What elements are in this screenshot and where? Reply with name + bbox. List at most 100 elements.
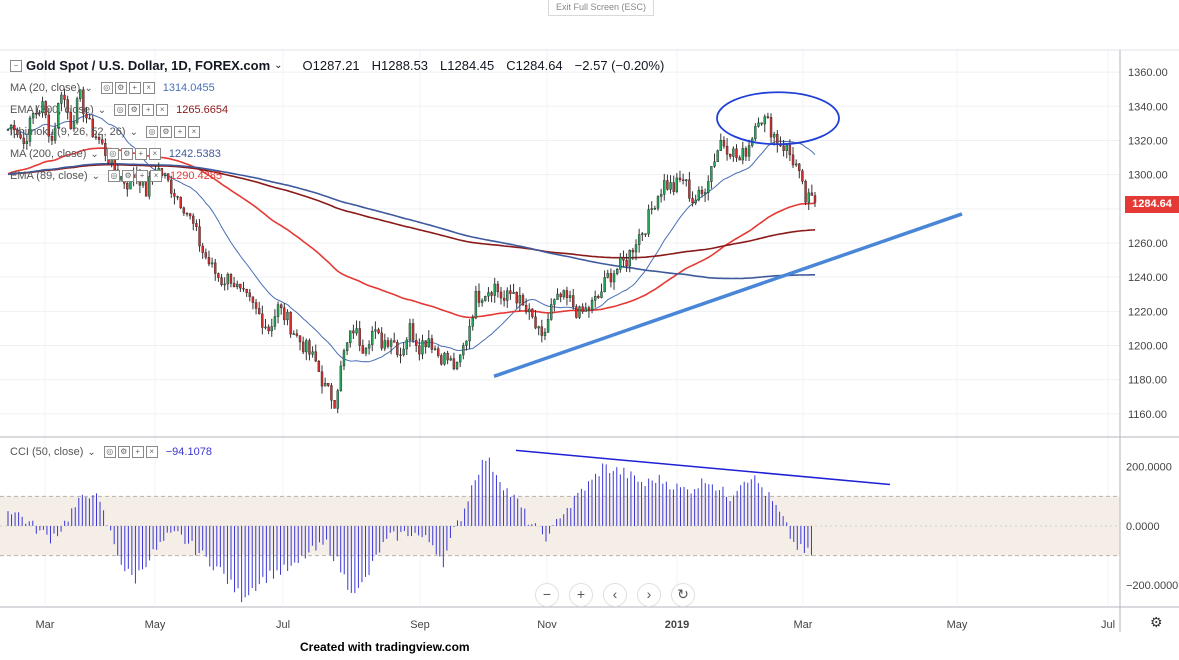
candle-body (286, 311, 289, 321)
candle-body (210, 262, 214, 265)
chevron-down-icon[interactable]: ⌄ (274, 60, 283, 71)
plus-icon[interactable]: + (131, 446, 144, 458)
candle-body (79, 89, 82, 99)
candle-body (91, 118, 94, 137)
plus-icon[interactable]: + (136, 170, 149, 182)
reset-button[interactable]: ↻ (671, 583, 695, 607)
candle-body (612, 273, 616, 283)
candle-body (798, 163, 801, 172)
plus-icon[interactable]: + (134, 148, 147, 160)
candle-body (418, 345, 421, 355)
indicator-value: 1290.4285 (170, 170, 223, 182)
settings-icon[interactable]: ⚙ (128, 104, 141, 116)
candle-body (716, 150, 719, 163)
candle-body (374, 329, 377, 332)
plus-icon[interactable]: + (142, 104, 155, 116)
candle-body (757, 122, 760, 127)
candle-body (289, 311, 292, 335)
settings-icon[interactable]: ⚙ (122, 170, 135, 182)
candle-body (28, 117, 32, 142)
close-icon[interactable]: × (142, 82, 155, 94)
symbol-title[interactable]: Gold Spot / U.S. Dollar, 1D, FOREX.com (26, 58, 271, 73)
candle-body (534, 316, 537, 329)
zoom-in-button[interactable]: + (569, 583, 593, 607)
chevron-down-icon[interactable]: ⌄ (129, 126, 138, 138)
cci-label[interactable]: CCI (50, close) (10, 446, 84, 458)
candle-body (38, 112, 41, 115)
indicator-label[interactable]: MA (20, close) (10, 82, 81, 94)
candle-body (352, 330, 355, 334)
scroll-right-button[interactable]: › (637, 583, 661, 607)
eye-icon[interactable]: ◎ (114, 104, 127, 116)
candle-body (201, 245, 204, 253)
candle-body (242, 287, 245, 290)
candle-body (446, 352, 449, 361)
scroll-left-button[interactable]: ‹ (603, 583, 627, 607)
candle-body (421, 340, 424, 355)
settings-icon[interactable]: ⚙ (159, 126, 172, 138)
chevron-down-icon[interactable]: ⌄ (87, 446, 96, 458)
close-icon[interactable]: × (148, 148, 161, 160)
chevron-down-icon[interactable]: ⌄ (84, 82, 93, 94)
last-price-tag: 1284.64 (1125, 196, 1179, 213)
candle-body (402, 348, 405, 356)
eye-icon[interactable]: ◎ (108, 170, 121, 182)
candle-body (248, 292, 251, 297)
plus-icon[interactable]: + (173, 126, 186, 138)
plus-icon[interactable]: + (128, 82, 141, 94)
candle-body (16, 129, 19, 135)
candle-body (634, 244, 638, 253)
indicator-legend-row: Ichimoku (9, 26, 52, 26) ⌄ ◎ ⚙ + × (10, 126, 208, 138)
candle-body (97, 137, 101, 140)
candle-body (455, 361, 459, 370)
settings-icon[interactable]: ⚙ (114, 82, 127, 94)
candle-body (568, 295, 572, 298)
close-icon[interactable]: × (156, 104, 169, 116)
indicator-label[interactable]: EMA (300, close) (10, 104, 94, 116)
candle-body (101, 139, 104, 144)
axes: 1360.001340.001320.001300.001280.001260.… (0, 49, 1179, 632)
close-icon[interactable]: × (150, 170, 163, 182)
candle-body (628, 250, 631, 267)
candle-body (126, 183, 129, 190)
candle-body (697, 189, 701, 201)
candle-body (339, 365, 343, 391)
candle-body (13, 124, 16, 131)
indicator-label[interactable]: EMA (89, close) (10, 170, 88, 182)
close-icon[interactable]: × (187, 126, 200, 138)
candle-body (625, 260, 628, 267)
close-icon[interactable]: × (145, 446, 158, 458)
candle-body (449, 358, 452, 361)
candle-body (349, 330, 352, 344)
candle-body (490, 292, 493, 296)
indicator-label[interactable]: Ichimoku (9, 26, 52, 26) (10, 126, 126, 138)
candle-body (295, 333, 299, 336)
candle-body (722, 140, 726, 147)
zoom-out-button[interactable]: − (535, 583, 559, 607)
candle-body (198, 226, 201, 247)
settings-icon[interactable]: ⚙ (117, 446, 130, 458)
chevron-down-icon[interactable]: ⌄ (91, 170, 101, 182)
candle-body (204, 252, 208, 258)
gear-icon[interactable]: ⚙ (1150, 614, 1163, 630)
candle-body (581, 306, 584, 312)
eye-icon[interactable]: ◎ (145, 126, 158, 138)
chevron-down-icon[interactable]: ⌄ (90, 148, 99, 160)
annotations (493, 91, 963, 486)
exit-fullscreen-button[interactable]: Exit Full Screen (ESC) (548, 0, 654, 16)
candle-body (383, 340, 387, 349)
chevron-down-icon[interactable]: ⌄ (97, 104, 107, 116)
candle-body (88, 117, 91, 120)
time-tick-label: Sep (410, 619, 430, 631)
price-tick-label: 1360.00 (1128, 67, 1168, 79)
eye-icon[interactable]: ◎ (103, 446, 116, 458)
indicator-label[interactable]: MA (200, close) (10, 148, 87, 160)
settings-icon[interactable]: ⚙ (120, 148, 133, 160)
minus-box-icon[interactable]: − (10, 59, 22, 72)
credit-text: Created with tradingview.com (300, 640, 470, 654)
eye-icon[interactable]: ◎ (100, 82, 113, 94)
eye-icon[interactable]: ◎ (106, 148, 119, 160)
candle-body (703, 192, 707, 195)
candle-body (320, 371, 324, 387)
